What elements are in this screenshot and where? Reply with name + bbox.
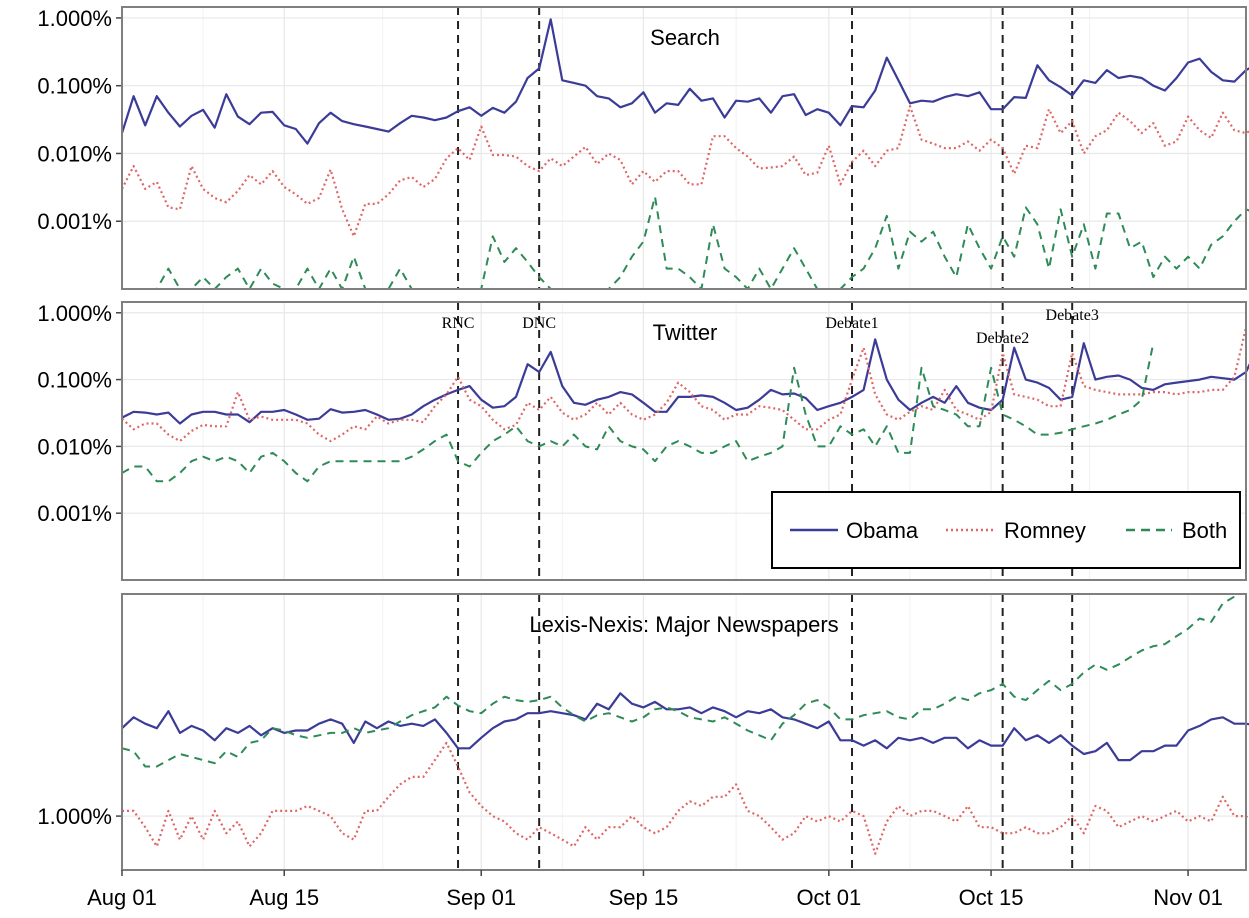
- y-tick-label: 1.000%: [37, 301, 112, 326]
- series-line-both: [121, 595, 1235, 768]
- panel-background: [122, 594, 1246, 870]
- panel-title: Search: [650, 25, 720, 50]
- series-line-obama: [121, 692, 1249, 762]
- series-line-obama: [121, 338, 1249, 425]
- x-tick-label: Oct 01: [796, 885, 861, 910]
- panel-frame: [121, 6, 1247, 290]
- y-tick-label: 0.010%: [37, 141, 112, 166]
- legend-label-obama: Obama: [846, 518, 919, 543]
- event-label-dnc: DNC: [522, 315, 556, 332]
- event-label-debate3: Debate3: [1046, 307, 1099, 324]
- legend: Obama Romney Both: [771, 491, 1241, 569]
- x-tick-label: Sep 01: [446, 885, 516, 910]
- panel-title: Lexis-Nexis: Major Newspapers: [529, 612, 838, 637]
- series-line-romney: [122, 741, 1249, 855]
- y-tick-label: 0.100%: [37, 368, 112, 393]
- series-line-romney: [121, 104, 1249, 238]
- y-tick-label: 1.000%: [37, 6, 112, 31]
- panel-lexis-nexis-major-newspapers: 1.000% Lexis-Nexis: Major Newspapers: [37, 593, 1249, 871]
- panel-search: 1.000% 0.100% 0.010% 0.001% Search: [37, 6, 1249, 290]
- y-tick-label: 1.000%: [37, 804, 112, 829]
- event-label-rnc: RNC: [442, 315, 475, 332]
- x-tick-label: Aug 15: [249, 885, 319, 910]
- event-label-debate1: Debate1: [825, 315, 878, 332]
- y-tick-label: 0.001%: [37, 501, 112, 526]
- panel-background: [122, 7, 1246, 289]
- panels-layer: 1.000% 0.100% 0.010% 0.001% Search 1.000% 0.10…: [37, 6, 1249, 910]
- y-tick-label: 0.010%: [37, 434, 112, 459]
- y-tick-label: 0.001%: [37, 209, 112, 234]
- x-tick-label: Nov 01: [1153, 885, 1223, 910]
- legend-label-romney: Romney: [1004, 518, 1086, 543]
- panel-frame: [121, 593, 1247, 871]
- panel-title: Twitter: [653, 320, 718, 345]
- x-tick-label: Sep 15: [609, 885, 679, 910]
- series-line-obama: [120, 18, 1249, 145]
- y-tick-label: 0.100%: [37, 74, 112, 99]
- x-tick-label: Oct 15: [959, 885, 1024, 910]
- legend-label-both: Both: [1182, 518, 1227, 543]
- series-line-both: [121, 342, 1155, 483]
- event-label-debate2: Debate2: [976, 330, 1029, 347]
- x-tick-label: Aug 01: [87, 885, 157, 910]
- panel-frame: [121, 301, 1247, 581]
